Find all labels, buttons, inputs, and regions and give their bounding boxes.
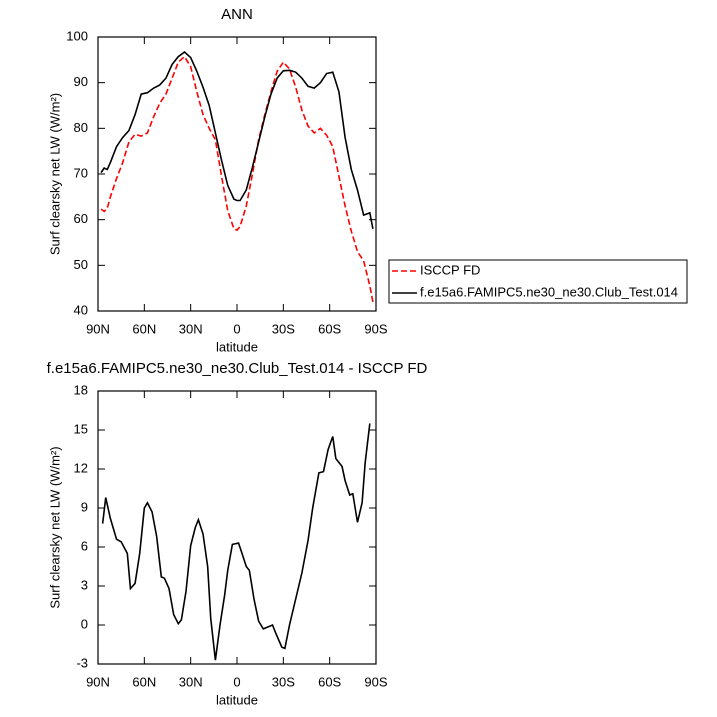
plot-frame	[97, 36, 377, 312]
y-tick-label: 50	[74, 257, 88, 272]
x-tick-label: 30S	[272, 674, 295, 689]
y-tick-label: 3	[81, 577, 88, 592]
y-tick-label: 60	[74, 211, 88, 226]
x-tick-label: 0	[233, 674, 240, 689]
y-axis-label: Surf clearsky net LW (W/m²)	[47, 93, 62, 255]
chart-title: ANN	[221, 6, 253, 23]
x-axis-label: latitude	[216, 692, 258, 707]
x-tick-label: 60S	[318, 321, 341, 336]
y-tick-label: 12	[74, 460, 88, 475]
x-tick-label: 60N	[132, 321, 156, 336]
x-tick-label: 30S	[272, 321, 295, 336]
x-tick-label: 60S	[318, 674, 341, 689]
x-tick-label: 60N	[132, 674, 156, 689]
data-line	[100, 51, 374, 229]
data-line	[100, 55, 374, 303]
y-tick-label: 70	[74, 165, 88, 180]
y-tick-label: 6	[81, 538, 88, 553]
legend-label: ISCCP FD	[420, 262, 480, 277]
y-tick-label: 100	[66, 28, 88, 43]
y-axis-label: Surf clearsky net LW (W/m²)	[47, 446, 62, 608]
x-tick-label: 0	[233, 321, 240, 336]
y-tick-label: 18	[74, 382, 88, 397]
y-tick-label: -3	[76, 655, 88, 670]
plot-frame	[97, 390, 377, 665]
x-tick-label: 90S	[364, 321, 387, 336]
y-tick-label: 0	[81, 616, 88, 631]
x-tick-label: 90N	[86, 321, 110, 336]
y-tick-label: 40	[74, 302, 88, 317]
y-tick-label: 80	[74, 120, 88, 135]
chart-title: f.e15a6.FAMIPC5.ne30_ne30.Club_Test.014 …	[47, 360, 428, 377]
legend-box	[388, 259, 688, 304]
x-tick-label: 90N	[86, 674, 110, 689]
y-tick-label: 9	[81, 499, 88, 514]
legend-label: f.e15a6.FAMIPC5.ne30_ne30.Club_Test.014	[420, 284, 678, 299]
data-line	[101, 423, 371, 661]
x-tick-label: 90S	[364, 674, 387, 689]
x-tick-label: 30N	[179, 321, 203, 336]
y-tick-label: 90	[74, 74, 88, 89]
x-tick-label: 30N	[179, 674, 203, 689]
y-tick-label: 15	[74, 421, 88, 436]
x-axis-label: latitude	[216, 339, 258, 354]
